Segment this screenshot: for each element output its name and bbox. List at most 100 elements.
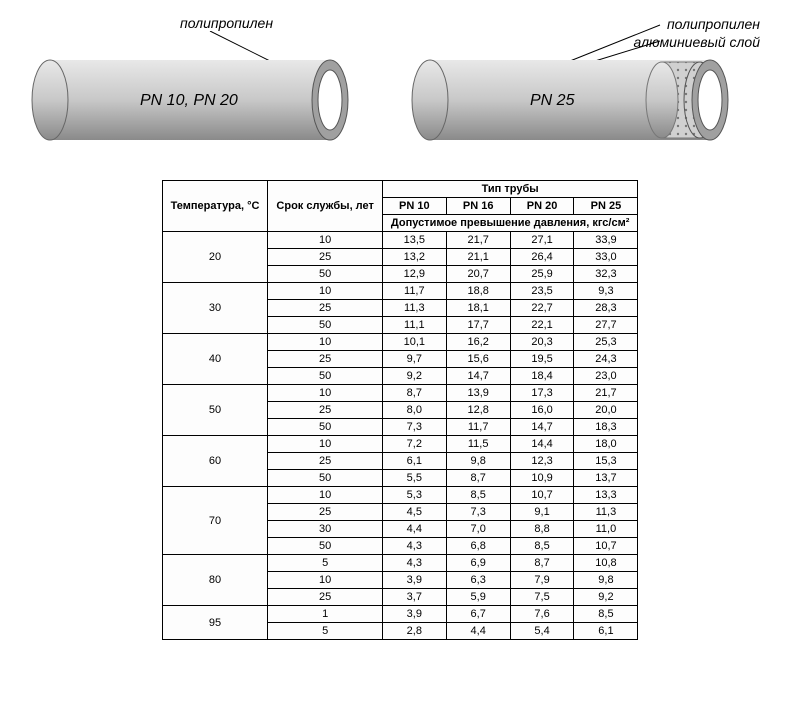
cell-value: 3,9 — [382, 606, 446, 623]
cell-service-life: 25 — [268, 589, 382, 606]
cell-value: 25,3 — [574, 334, 638, 351]
cell-value: 4,3 — [382, 555, 446, 572]
th-pn25: PN 25 — [574, 198, 638, 215]
annotation-polypropylene: полипропилен — [180, 15, 273, 31]
cell-value: 5,5 — [382, 470, 446, 487]
cell-value: 10,7 — [574, 538, 638, 555]
cell-service-life: 25 — [268, 249, 382, 266]
cell-value: 11,7 — [382, 283, 446, 300]
cell-value: 8,5 — [446, 487, 510, 504]
cell-value: 12,8 — [446, 402, 510, 419]
cell-value: 7,9 — [510, 572, 574, 589]
th-pressure-note: Допустимое превышение давления, кгс/см² — [382, 215, 637, 232]
cell-temperature: 95 — [162, 606, 268, 640]
cell-value: 8,7 — [510, 555, 574, 572]
cell-value: 14,7 — [510, 419, 574, 436]
cell-value: 7,6 — [510, 606, 574, 623]
pipe-svg: PN 10, PN 20 — [30, 50, 370, 160]
cell-value: 6,3 — [446, 572, 510, 589]
cell-value: 11,5 — [446, 436, 510, 453]
th-pn16: PN 16 — [446, 198, 510, 215]
cell-value: 21,1 — [446, 249, 510, 266]
cell-service-life: 10 — [268, 385, 382, 402]
cell-value: 4,4 — [382, 521, 446, 538]
cell-value: 9,1 — [510, 504, 574, 521]
cell-value: 8,7 — [382, 385, 446, 402]
cell-value: 26,4 — [510, 249, 574, 266]
cell-value: 3,9 — [382, 572, 446, 589]
cell-value: 23,5 — [510, 283, 574, 300]
cell-service-life: 10 — [268, 487, 382, 504]
cell-value: 6,9 — [446, 555, 510, 572]
cell-value: 4,4 — [446, 623, 510, 640]
cell-value: 11,7 — [446, 419, 510, 436]
cell-value: 20,7 — [446, 266, 510, 283]
cell-value: 9,2 — [382, 368, 446, 385]
cell-value: 13,7 — [574, 470, 638, 487]
cell-value: 18,1 — [446, 300, 510, 317]
cell-temperature: 30 — [162, 283, 268, 334]
cell-service-life: 50 — [268, 368, 382, 385]
cell-service-life: 50 — [268, 470, 382, 487]
cell-value: 5,3 — [382, 487, 446, 504]
table-row: 50108,713,917,321,7 — [162, 385, 638, 402]
cell-service-life: 10 — [268, 232, 382, 249]
cell-value: 3,7 — [382, 589, 446, 606]
th-pipe-type: Тип трубы — [382, 181, 637, 198]
cell-value: 20,3 — [510, 334, 574, 351]
th-pn10: PN 10 — [382, 198, 446, 215]
cell-value: 10,1 — [382, 334, 446, 351]
table-body: 201013,521,727,133,92513,221,126,433,050… — [162, 232, 638, 640]
cell-service-life: 25 — [268, 504, 382, 521]
cell-value: 10,7 — [510, 487, 574, 504]
cell-value: 2,8 — [382, 623, 446, 640]
cell-value: 25,9 — [510, 266, 574, 283]
cell-value: 8,7 — [446, 470, 510, 487]
cell-value: 14,4 — [510, 436, 574, 453]
cell-value: 22,1 — [510, 317, 574, 334]
cell-value: 27,7 — [574, 317, 638, 334]
cell-service-life: 50 — [268, 419, 382, 436]
cell-value: 15,3 — [574, 453, 638, 470]
cell-service-life: 10 — [268, 334, 382, 351]
cell-value: 5,4 — [510, 623, 574, 640]
cell-value: 18,8 — [446, 283, 510, 300]
cell-value: 17,7 — [446, 317, 510, 334]
cell-value: 14,7 — [446, 368, 510, 385]
pressure-table: Температура, °С Срок службы, лет Тип тру… — [162, 180, 639, 640]
cell-value: 13,2 — [382, 249, 446, 266]
th-temperature: Температура, °С — [162, 181, 268, 232]
cell-value: 21,7 — [574, 385, 638, 402]
annotation-text: полипропилен — [180, 15, 273, 31]
pipe-diagram-area: полипропилен PN 10, PN 20 полипропилен — [20, 20, 780, 150]
pipe-label-text: PN 10, PN 20 — [140, 92, 238, 109]
cell-service-life: 25 — [268, 402, 382, 419]
cell-value: 6,8 — [446, 538, 510, 555]
cell-service-life: 5 — [268, 623, 382, 640]
cell-value: 11,0 — [574, 521, 638, 538]
cell-value: 20,0 — [574, 402, 638, 419]
cell-value: 18,4 — [510, 368, 574, 385]
cell-value: 22,7 — [510, 300, 574, 317]
cell-value: 19,5 — [510, 351, 574, 368]
cell-value: 11,3 — [382, 300, 446, 317]
cell-value: 7,3 — [382, 419, 446, 436]
cell-value: 7,0 — [446, 521, 510, 538]
cell-service-life: 25 — [268, 453, 382, 470]
cell-value: 10,8 — [574, 555, 638, 572]
cell-value: 11,1 — [382, 317, 446, 334]
cell-service-life: 30 — [268, 521, 382, 538]
cell-value: 6,7 — [446, 606, 510, 623]
cell-value: 24,3 — [574, 351, 638, 368]
cell-value: 28,3 — [574, 300, 638, 317]
cell-value: 18,3 — [574, 419, 638, 436]
th-service-life: Срок службы, лет — [268, 181, 382, 232]
pipe-pn10-pn20: полипропилен PN 10, PN 20 — [30, 20, 390, 150]
cell-value: 4,3 — [382, 538, 446, 555]
cell-service-life: 50 — [268, 317, 382, 334]
cell-value: 9,7 — [382, 351, 446, 368]
cell-temperature: 40 — [162, 334, 268, 385]
cell-value: 5,9 — [446, 589, 510, 606]
cell-service-life: 25 — [268, 351, 382, 368]
cell-value: 9,2 — [574, 589, 638, 606]
